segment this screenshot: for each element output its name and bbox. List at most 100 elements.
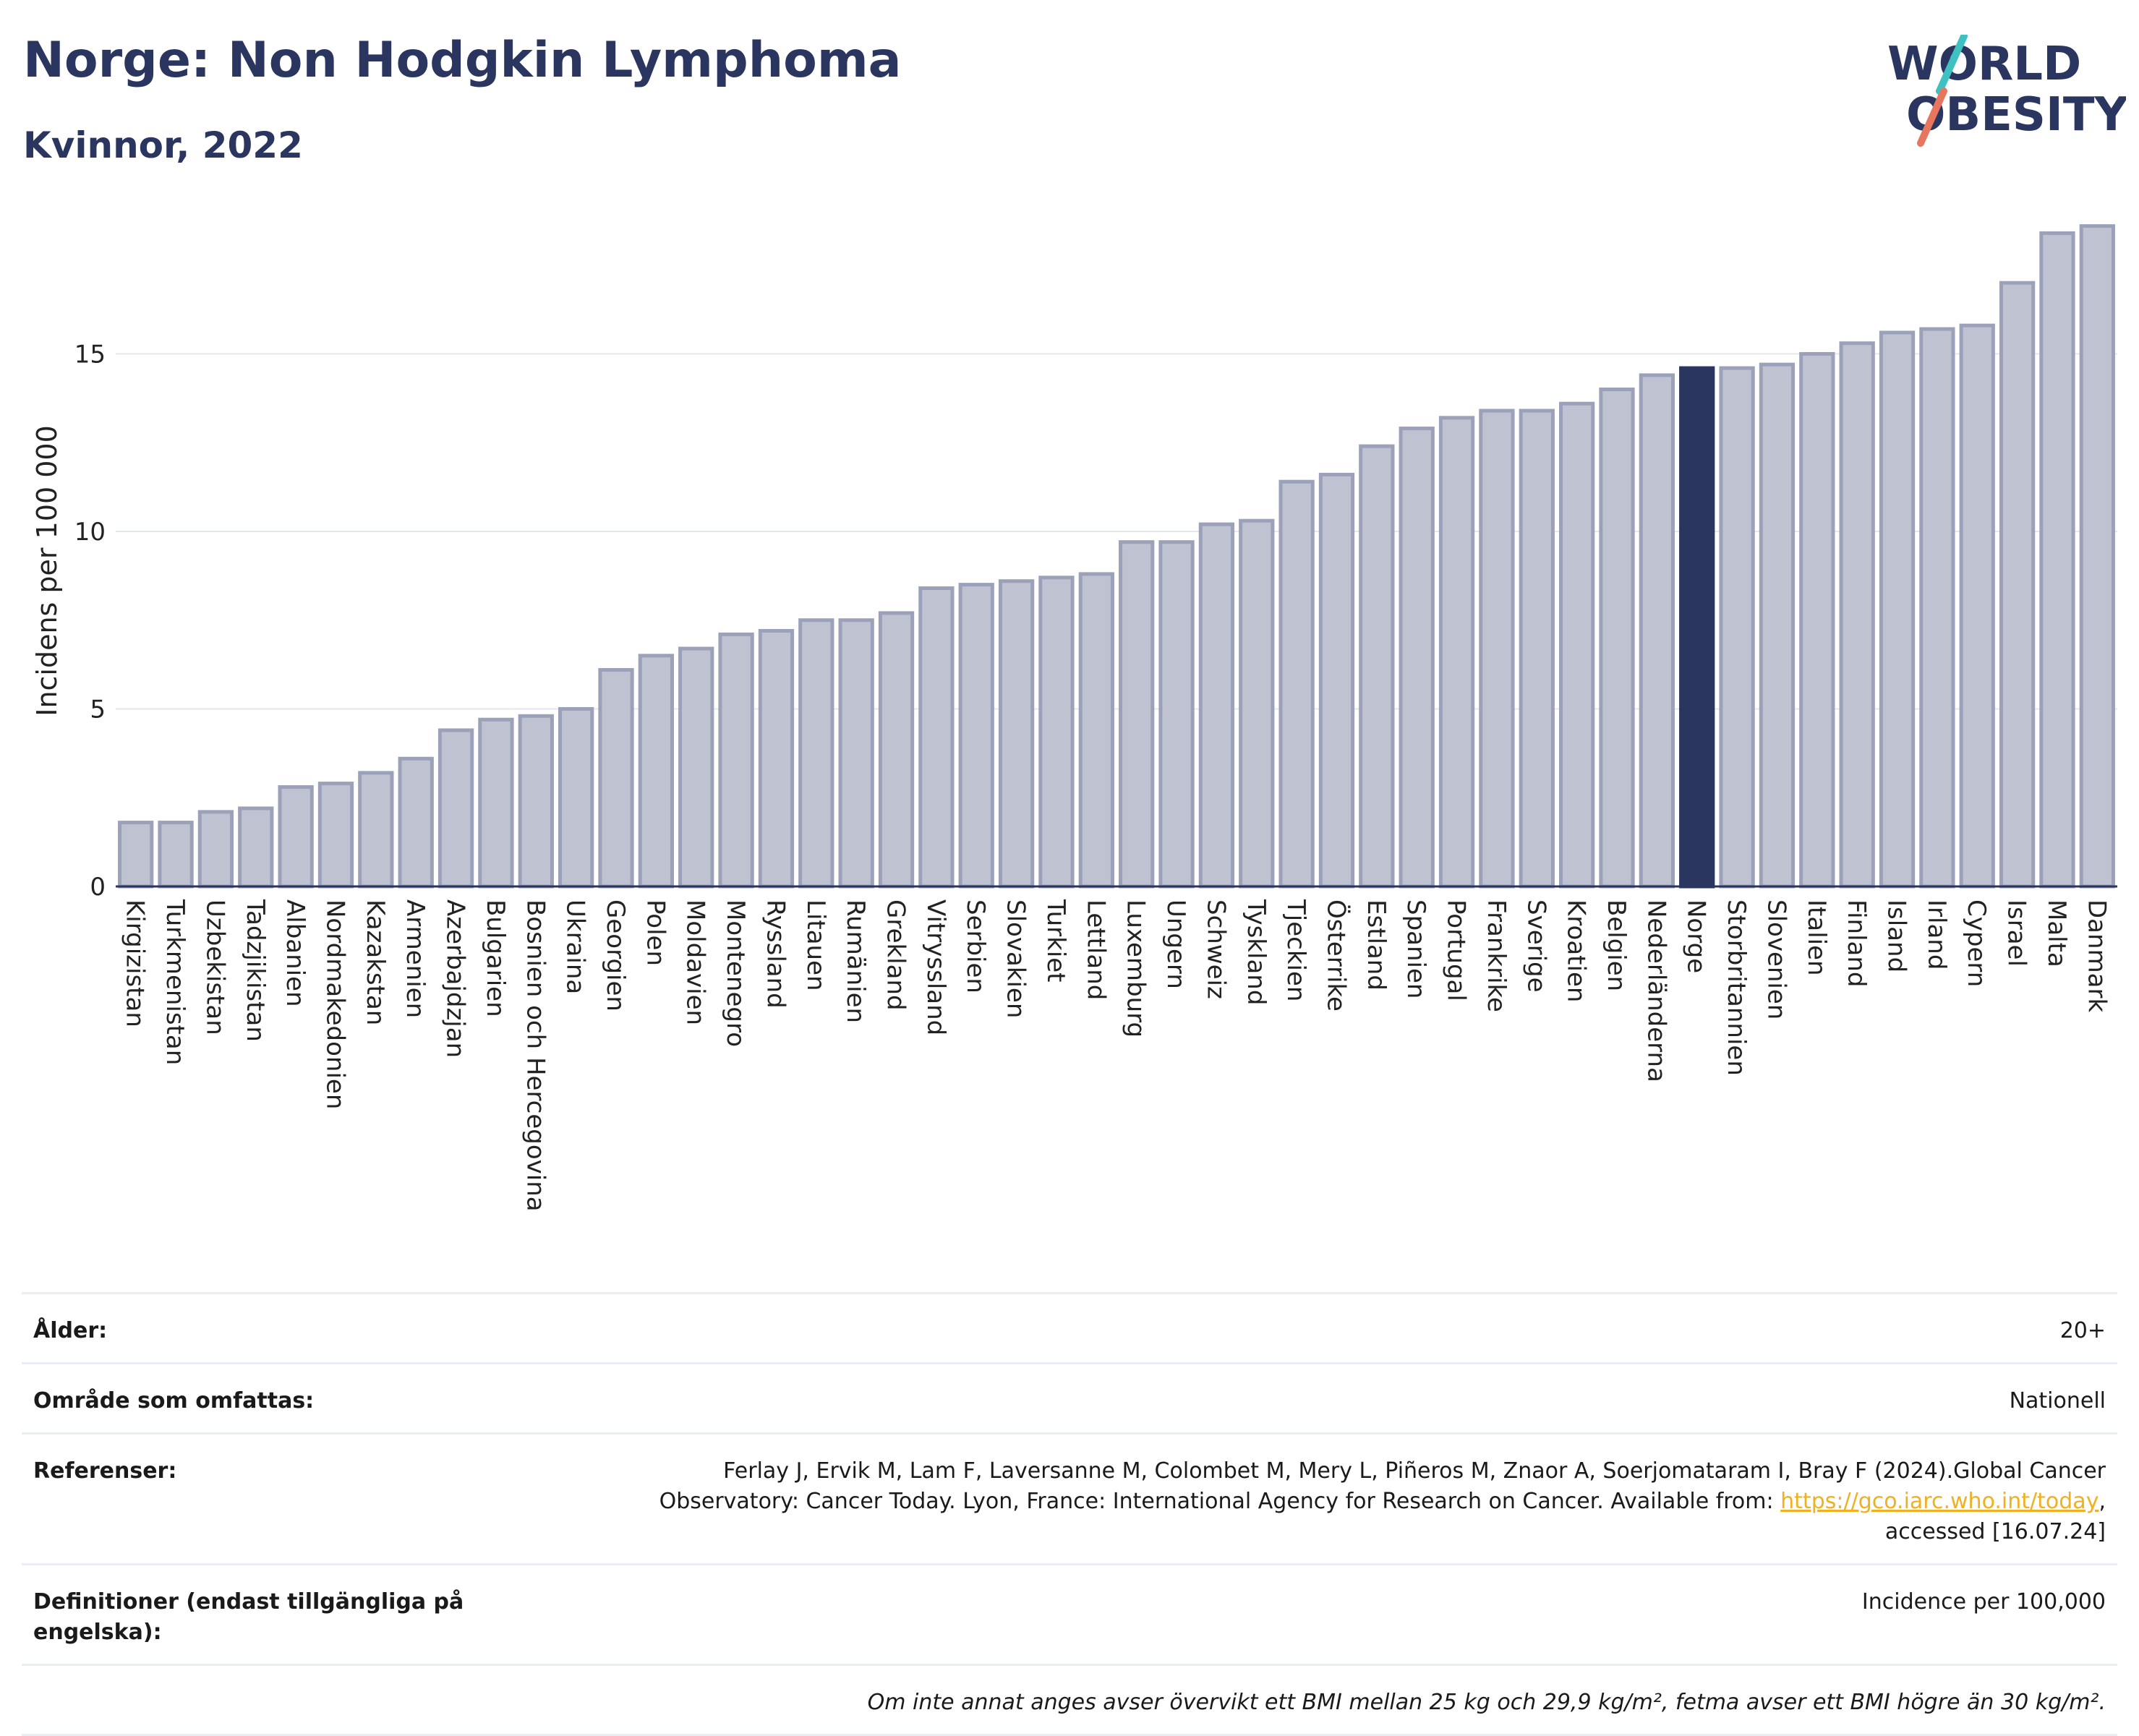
x-category-label: Litauen (801, 899, 830, 991)
bar (197, 810, 234, 889)
age-value: 20+ (2059, 1318, 2106, 1343)
bar (558, 706, 594, 889)
world-obesity-logo: WORLD OBESITY (1887, 35, 2126, 147)
bar (1719, 366, 1755, 889)
x-category-label: Italien (1802, 899, 1831, 976)
bar (838, 618, 874, 889)
logo-slash-coral (1917, 87, 1947, 147)
y-axis-title: Incidens per 100 000 (31, 425, 63, 717)
x-category-label: Grekland (881, 899, 910, 1011)
bar (1359, 444, 1395, 889)
info-row-age: Ålder: 20+ (22, 1292, 2117, 1362)
logo-word-world: WORLD (1887, 38, 2081, 91)
bar (1879, 330, 1916, 889)
x-category-label: Bosnien och Hercegovina (521, 899, 550, 1212)
x-category-label: Danmark (2082, 899, 2111, 1012)
bar (878, 611, 915, 889)
x-category-label: Nordmakedonien (320, 899, 349, 1109)
bar (1479, 409, 1515, 889)
x-category-label: Armenien (401, 899, 430, 1018)
x-category-label: Albanien (281, 899, 309, 1007)
bar (2079, 224, 2115, 889)
bar-highlighted (1679, 366, 1715, 889)
x-category-label: Moldavien (681, 899, 710, 1025)
bar (1078, 572, 1114, 889)
bar (638, 654, 675, 889)
y-tick-labels: 0 5 10 15 (74, 340, 106, 902)
bar (1639, 373, 1675, 889)
bar (1278, 479, 1315, 889)
x-category-label: Ukraina (561, 899, 590, 994)
bar (1599, 388, 1635, 889)
info-table: Ålder: 20+ Område som omfattas: Nationel… (22, 1292, 2117, 1736)
bar (118, 821, 154, 889)
bar (1999, 281, 2036, 889)
bar (278, 785, 314, 889)
bar (1119, 540, 1155, 889)
bar (358, 771, 394, 889)
bar (758, 628, 795, 889)
x-category-label: Slovenien (1762, 899, 1790, 1019)
x-category-label: Azerbajdzjan (441, 899, 470, 1058)
x-category-label: Bulgarien (481, 899, 510, 1017)
x-category-label: Rumänien (841, 899, 870, 1023)
x-category-label: Lettland (1081, 899, 1110, 1000)
x-category-label: Island (1882, 899, 1911, 972)
bar (1438, 416, 1475, 889)
x-category-label: Uzbekistan (200, 899, 229, 1035)
references-link[interactable]: https://gco.iarc.who.int/today (1780, 1489, 2099, 1514)
y-tick-label: 5 (90, 695, 106, 724)
bar (798, 618, 834, 889)
bar (238, 806, 274, 889)
x-category-label: Israel (2002, 899, 2031, 967)
info-row-area: Område som omfattas: Nationell (22, 1362, 2117, 1432)
chart-subtitle: Kvinnor, 2022 (23, 124, 303, 166)
age-label: Ålder: (33, 1318, 108, 1343)
x-category-labels: Kirgizistan Turkmenistan Uzbekistan Tadzjik… (121, 899, 2112, 1212)
bar (478, 717, 514, 889)
x-category-label: Vitryssland (921, 899, 950, 1035)
bar (1799, 351, 1835, 889)
y-tick-label: 10 (74, 518, 106, 547)
x-category-label: Malta (2042, 899, 2071, 967)
x-category-label: Tadzjikistan (241, 899, 270, 1042)
bar (1239, 518, 1275, 889)
references-text-1: Ferlay J, Ervik M, Lam F, Laversanne M, … (723, 1458, 2106, 1484)
y-tick-label: 0 (90, 873, 106, 902)
x-category-label: Tjeckien (1281, 899, 1310, 1001)
chart-title: Norge: Non Hodgkin Lymphoma (23, 32, 902, 89)
x-category-label: Österrike (1321, 899, 1351, 1012)
bar (998, 579, 1035, 889)
bars (118, 224, 2115, 889)
x-category-label: Ungern (1161, 899, 1190, 989)
bar (518, 714, 554, 889)
bmi-note: Om inte annat anges avser övervikt ett B… (867, 1690, 2106, 1715)
references-text-2: Observatory: Cancer Today. Lyon, France:… (659, 1489, 1781, 1514)
x-category-label: Montenegro (721, 899, 750, 1047)
references-text-4: accessed [16.07.24] (1884, 1519, 2106, 1544)
bar (598, 667, 634, 889)
x-category-label: Norge (1682, 899, 1711, 973)
bar (958, 583, 994, 889)
bar (1198, 522, 1235, 889)
bar (1318, 472, 1355, 889)
bar (1919, 327, 1955, 889)
bar (1158, 540, 1195, 889)
x-category-label: Luxemburg (1122, 899, 1150, 1038)
info-row-definitions: Definitioner (endast tillgängliga på eng… (22, 1563, 2117, 1664)
bar (1759, 362, 1796, 889)
info-row-references: Referenser: Ferlay J, Ervik M, Lam F, La… (22, 1432, 2117, 1563)
bar (1399, 427, 1435, 889)
references-text-3: , (2099, 1489, 2106, 1514)
x-category-label: Turkiet (1041, 899, 1070, 983)
x-category-label: Nederländerna (1641, 899, 1670, 1082)
x-category-label: Slovakien (1002, 899, 1030, 1018)
x-category-label: Turkmenistan (161, 899, 189, 1065)
x-category-label: Storbritannien (1722, 899, 1751, 1076)
x-category-label: Belgien (1602, 899, 1631, 991)
x-category-label: Irland (1922, 899, 1951, 970)
x-category-label: Georgien (601, 899, 630, 1012)
bar (1038, 576, 1075, 889)
bar (718, 632, 754, 889)
x-category-label: Finland (1842, 899, 1871, 988)
